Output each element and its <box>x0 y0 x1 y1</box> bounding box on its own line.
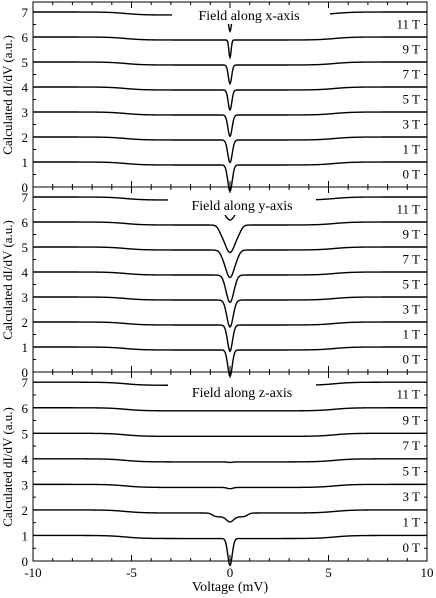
y-axis-label: Calculated dI/dV (a.u.) <box>0 407 15 527</box>
series-label: 1 T <box>403 141 421 156</box>
series-line <box>33 136 427 164</box>
y-tick-label: 6 <box>22 30 29 45</box>
y-tick-label: 7 <box>22 190 29 205</box>
y-tick-label: 0 <box>22 180 29 195</box>
series-label: 0 T <box>403 540 421 555</box>
x-tick-label: -10 <box>24 565 41 580</box>
y-tick-label: 5 <box>22 426 29 441</box>
series-labels: 0 T 1 T 3 T 5 T 7 T 9 T 11 T <box>397 201 421 366</box>
series-label: 0 T <box>403 166 421 181</box>
y-tick-label: 2 <box>22 315 29 330</box>
series-label: 5 T <box>403 91 421 106</box>
series-label: 5 T <box>403 463 421 478</box>
series-line <box>33 296 427 328</box>
y-tick-label: 6 <box>22 401 29 416</box>
series-label: 3 T <box>403 116 421 131</box>
x-tick-label: 0 <box>227 565 234 580</box>
series-line <box>33 86 427 112</box>
y-tick-label: 2 <box>22 503 29 518</box>
title-background <box>168 384 316 402</box>
series-line <box>33 432 427 438</box>
series-line <box>33 221 427 254</box>
series-label: 3 T <box>403 301 421 316</box>
series-line <box>33 483 427 490</box>
series-line <box>33 534 427 567</box>
series-label: 11 T <box>397 16 421 31</box>
curves <box>33 381 427 567</box>
y-tick-label: 4 <box>22 265 29 280</box>
panel-z-axis: 0 1 2 3 4 5 6 7 -10 -5 0 5 10 0 T 1 T 3 T 5 T 7 T 9 T 11 … <box>22 371 434 580</box>
series-line <box>33 271 427 304</box>
series-label: 7 T <box>403 438 421 453</box>
curves <box>33 196 427 378</box>
y-tick-label: 0 <box>22 554 29 569</box>
series-label: 1 T <box>403 514 421 529</box>
y-tick-label: 2 <box>22 130 29 145</box>
series-label: 1 T <box>403 326 421 341</box>
x-axis-label: Voltage (mV) <box>192 580 269 595</box>
series-line <box>33 407 427 412</box>
y-tick-label: 1 <box>22 340 29 355</box>
series-label: 3 T <box>403 489 421 504</box>
series-label: 9 T <box>403 226 421 241</box>
y-tick-label: 3 <box>22 477 29 492</box>
y-tick-label: 4 <box>22 80 29 95</box>
panel-x-axis: 0 1 2 3 4 5 6 7 0 T 1 T 3 T 5 T 7 T 9 T 11 T Field al… <box>22 1 428 195</box>
series-line <box>33 61 427 86</box>
series-line <box>33 111 427 138</box>
series-line <box>33 458 427 464</box>
x-tick-label: -5 <box>126 565 137 580</box>
panel-title: Field along y-axis <box>191 199 292 214</box>
y-tick-label: 7 <box>22 5 29 20</box>
y-tick-label: 6 <box>22 215 29 230</box>
series-label: 7 T <box>403 251 421 266</box>
y-tick-label: 0 <box>22 365 29 380</box>
curves <box>33 11 427 193</box>
panel-title: Field along z-axis <box>192 386 292 401</box>
panel-y-axis: 0 1 2 3 4 5 6 7 0 T 1 T 3 T 5 T 7 T 9 T 11 T Field al… <box>22 186 428 380</box>
x-axis-ticks: -10 -5 0 5 10 <box>24 565 433 580</box>
series-label: 7 T <box>403 66 421 81</box>
series-label: 5 T <box>403 276 421 291</box>
x-tick-label: 10 <box>421 565 434 580</box>
series-label: 9 T <box>403 41 421 56</box>
series-line <box>33 196 427 221</box>
y-tick-label: 4 <box>22 452 29 467</box>
series-labels: 0 T 1 T 3 T 5 T 7 T 9 T 11 T <box>397 16 421 181</box>
series-label: 9 T <box>403 412 421 427</box>
x-tick-label: 5 <box>325 565 332 580</box>
series-label: 11 T <box>397 387 421 402</box>
y-tick-label: 3 <box>22 105 29 120</box>
y-axis-label: Calculated dI/dV (a.u.) <box>0 220 15 340</box>
series-line <box>33 321 427 353</box>
series-line <box>33 509 427 523</box>
title-background <box>168 197 316 215</box>
y-tick-label: 5 <box>22 55 29 70</box>
y-axis-label: Calculated dI/dV (a.u.) <box>0 35 15 155</box>
series-line <box>33 36 427 60</box>
series-line <box>33 246 427 279</box>
y-tick-label: 3 <box>22 290 29 305</box>
y-tick-label: 1 <box>22 528 29 543</box>
y-tick-label: 7 <box>22 375 29 390</box>
panel-title: Field along x-axis <box>198 9 299 24</box>
series-label: 11 T <box>397 201 421 216</box>
title-background <box>172 6 330 24</box>
series-line <box>33 11 427 33</box>
y-tick-label: 1 <box>22 155 29 170</box>
series-labels: 0 T 1 T 3 T 5 T 7 T 9 T 11 T <box>397 387 421 555</box>
y-tick-label: 5 <box>22 240 29 255</box>
series-label: 0 T <box>403 351 421 366</box>
